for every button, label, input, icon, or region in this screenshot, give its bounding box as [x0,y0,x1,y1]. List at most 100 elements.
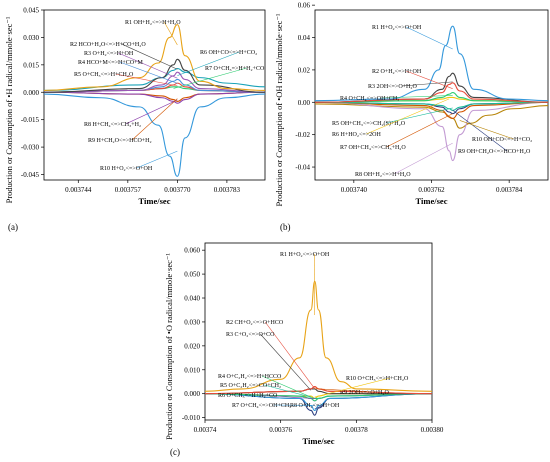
series-line-r10 [315,103,548,129]
y-tick-label: 0.020 [184,342,200,350]
series-label: R4 HCO+M<=>H+CO+M [78,60,143,66]
y-tick-label: 0.015 [23,61,39,69]
series-label-leader [394,142,453,175]
series-label: R7 OH+CH₄<=>CH₃+H₂O [340,145,406,151]
plot-frame [43,9,266,181]
series-label: R5 O+CH₃<=>H+CH₂O [74,72,134,78]
series-label-leader [314,388,375,393]
y-tick-label: 0.050 [184,271,200,279]
series-label: R5 OH+CH₃<=>CH₂(S)+H₂O [332,120,406,127]
series-label-leader [385,107,453,124]
y-tick-label: 0.02 [298,66,311,74]
series-line-r5 [315,101,548,111]
x-tick-label: 0.00378 [345,426,368,434]
series-label-leader [452,109,508,152]
x-tick-label: 0.003744 [65,186,92,194]
y-tick-label: 0.04 [298,34,311,42]
y-axis-title: Production or Consumption of •O radical/… [164,253,174,440]
x-tick-label: 0.00380 [421,426,444,434]
series-label: R8 OH+H₂<=>H+H₂O [355,172,411,178]
y-tick-label: 0.060 [184,247,200,255]
series-label-leader [260,333,312,391]
x-axis-title: Time/sec [303,436,335,446]
y-tick-label: 0.06 [298,2,311,10]
x-tick-label: 0.003757 [115,186,142,194]
series-label-leader [366,98,450,135]
x-tick-label: 0.003784 [496,186,523,194]
series-label: R6 H+HO₂<=>2OH [332,132,381,138]
series-label: R1 H+O₂<=>O+OH [372,25,422,31]
x-tick-label: 0.003740 [341,186,368,194]
series-line-r1 [44,24,265,91]
series-line-r8 [315,101,548,162]
series-label-leader [459,120,514,140]
series-label-leader [264,321,315,389]
x-tick-label: 0.003783 [214,186,241,194]
series-label-leader [386,113,453,148]
series-label: R5 O+C₂H₂<=>CO+CH₂ [220,383,281,389]
series-group [315,25,548,162]
series-label: R10 H+O₂<=>O+OH [100,166,153,172]
y-tick-label: 0.045 [23,7,39,15]
series-label: R10 OH+CO<=>H+CO₂ [472,137,532,143]
y-tick-label: -0.04 [295,164,310,172]
chart-panel-1: 0.003740 0.003762 0.003784 0.06 0.04 0.02 0.00… [274,2,549,232]
y-tick-label: 0.030 [184,318,200,326]
series-label: R7 O+CH₄<=>OH+CH₃ [232,403,291,409]
series-label: R7 O+CH₃=>H+H₂+CO [205,66,265,72]
series-line-r7 [205,393,432,411]
series-label-leader [406,26,453,50]
x-axis-title: Time/sec [416,196,448,206]
series-label-leader [121,43,178,70]
series-label-leader [177,51,240,76]
series-label-leader [136,150,178,169]
series-label-leader [115,73,178,87]
series-label: R6 O+CH₃=>H+H₂+CO [218,393,278,399]
y-tick-label: 0.040 [184,295,200,303]
series-label: R8 O+H₂<=>H+OH [290,403,340,409]
x-tick-label: 0.003762 [418,186,445,194]
panel-caption: (c) [170,447,180,457]
series-line-r1 [315,25,548,102]
x-tick-label: 0.00376 [269,426,292,434]
series-label-leader [264,384,312,398]
y-axis-title: Production or Consumption of •OH radical… [274,13,284,206]
panel-caption: (b) [280,222,291,232]
series-label: R2 CH+O₂<=>O+HCO [226,320,284,326]
y-tick-label: -0.015 [21,116,40,124]
series-label: R4 O+C₂H₂<=>H+HCCO [218,374,282,380]
x-tick-label: 0.00374 [194,426,217,434]
series-label: R6 OH+CO<=>H+CO₂ [200,50,257,56]
series-label-leader [259,394,315,400]
y-tick-label: -0.045 [21,171,40,179]
panel-caption: (a) [8,222,18,232]
series-label: R3 2OH<=>O+H₂O [368,84,417,90]
chart-panel-0: 0.003744 0.003757 0.003770 0.003783 0.045 0.0… [4,7,266,232]
series-label: R2 HCO+H₂O<=>H+CO+H₂O [70,42,146,48]
y-tick-label: 0.00 [298,99,311,107]
series-label: R2 O+H₂<=>H+OH [372,69,422,75]
y-tick-label: 0.000 [23,89,39,97]
series-label-leader [402,81,453,87]
series-label: R9 H+CH₂O<=>HCO+H₂ [88,138,152,144]
series-label-leader [163,21,178,46]
x-axis-title: Time/sec [139,196,171,206]
y-tick-label: 0.000 [184,390,200,398]
series-label-leader [125,99,178,125]
series-label: R1 OH+H₂<=>H+H₂O [125,20,181,26]
series-line-r4 [315,92,548,103]
series-line-r2 [44,58,265,93]
series-label: R1 H+O₂<=>O+OH [280,252,330,258]
series-label-leader [314,377,391,398]
series-label: R3 C+O₂<=>O+CO [226,332,275,338]
series-label: R9 OH+CH₂O<=>HCO+H₂O [458,149,531,155]
series-label: R4 O+CH₄<=>OH+CH₃ [340,96,399,102]
series-line-r10 [44,93,265,177]
series-label: R10 O+CH₃<=>H+CH₂O [346,376,409,382]
series-label-leader [261,375,315,399]
series-label-leader [119,61,178,84]
plot-frame [204,242,433,421]
series-line-r3 [44,71,265,93]
y-tick-label: 0.010 [184,366,200,374]
y-tick-label: -0.030 [21,144,40,152]
